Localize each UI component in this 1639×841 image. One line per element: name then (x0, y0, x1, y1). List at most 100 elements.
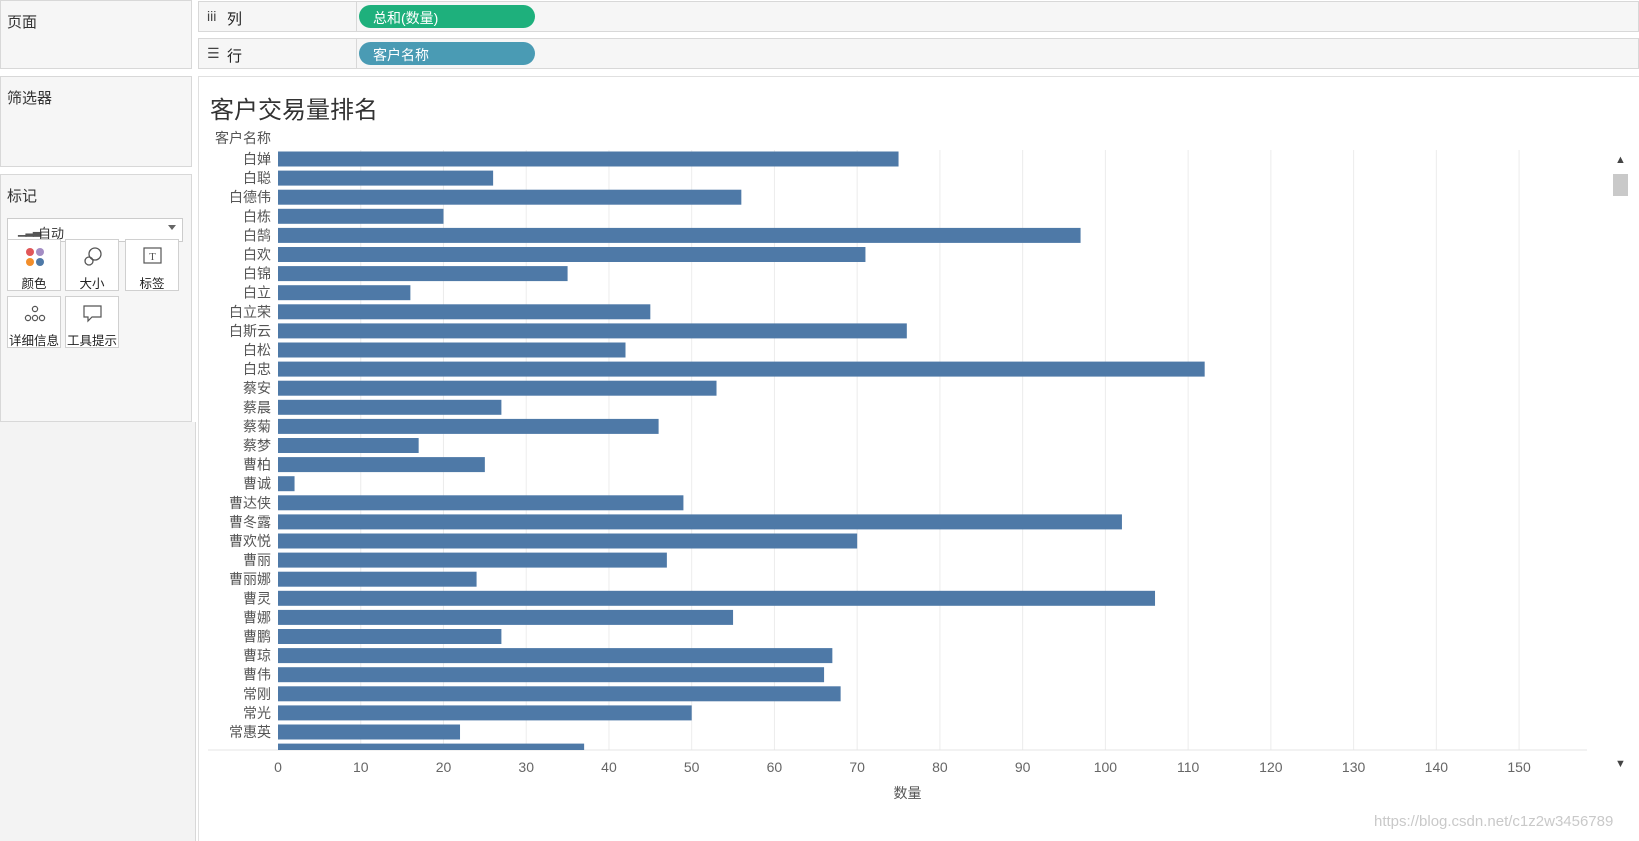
x-tick-label: 70 (849, 759, 865, 775)
pages-card[interactable]: 页面 (0, 0, 192, 69)
bar (278, 743, 585, 750)
tooltip-icon (83, 305, 102, 323)
bar (278, 418, 659, 434)
x-tick-label: 150 (1507, 759, 1531, 775)
bar (278, 609, 734, 625)
x-tick-label: 120 (1259, 759, 1283, 775)
scroll-down-icon[interactable]: ▼ (1615, 758, 1626, 770)
bar (278, 571, 477, 587)
rows-shelf-label: 行 (227, 48, 243, 65)
bar (278, 208, 444, 224)
bar (278, 151, 899, 167)
bar (278, 227, 1081, 243)
bar (278, 648, 833, 664)
x-axis-title: 数量 (894, 785, 922, 801)
left-pane-empty (0, 422, 196, 841)
bar (278, 247, 866, 262)
category-label: 蔡梦 (243, 439, 271, 455)
mark-type-dropdown[interactable]: ▁▂▃ 自动 (7, 218, 183, 242)
rows-icon: ☰ (207, 45, 220, 61)
watermark: https://blog.csdn.net/c1z2w3456789 (1374, 813, 1614, 830)
category-label: 白立荣 (229, 305, 271, 321)
category-label: 常惠英 (229, 724, 271, 741)
category-header: 客户名称 (215, 130, 271, 147)
category-label: 白德伟 (229, 190, 271, 206)
bar (278, 705, 692, 721)
category-label: 曹柏 (243, 458, 271, 474)
category-label: 白斯云 (229, 324, 271, 340)
category-label: 白松 (243, 343, 271, 359)
category-label: 曹达侠 (229, 496, 271, 512)
x-tick-label: 0 (274, 759, 282, 775)
label-button-label: 标签 (139, 277, 165, 291)
x-tick-label: 110 (1177, 759, 1200, 775)
bar (278, 285, 411, 301)
marks-card: 标记 ▁▂▃ 自动 颜色 大小 T 标签 详细信息 (0, 174, 192, 422)
bar (278, 495, 684, 511)
tooltip-button[interactable]: 工具提示 (65, 296, 119, 348)
category-label: 曹冬露 (229, 515, 271, 531)
chart-title: 客户交易量排名 (210, 98, 378, 124)
bar (278, 552, 667, 568)
category-label: 蔡菊 (243, 419, 271, 435)
category-label: 白立 (243, 286, 271, 302)
columns-shelf[interactable]: iii 列 总和(数量) (198, 1, 1639, 32)
color-icon (26, 248, 44, 266)
x-tick-label: 30 (518, 759, 534, 775)
category-label: 曹丽 (243, 553, 271, 569)
category-label: 白婵 (243, 152, 271, 168)
x-tick-label: 50 (684, 759, 700, 775)
category-label: 白鹄 (243, 227, 271, 244)
size-button-label: 大小 (79, 277, 105, 291)
chevron-down-icon (168, 225, 176, 230)
category-label: 白忠 (243, 362, 271, 378)
size-icon (84, 247, 102, 266)
bar (278, 361, 1205, 377)
color-button[interactable]: 颜色 (7, 239, 61, 291)
rows-pill[interactable]: 客户名称 (359, 42, 535, 65)
mark-type-value: 自动 (38, 226, 65, 241)
rows-shelf[interactable]: ☰ 行 客户名称 (198, 38, 1639, 69)
category-label: 曹鹏 (243, 630, 271, 646)
label-button[interactable]: T 标签 (125, 239, 179, 291)
bar-chart-icon: ▁▂▃ (18, 225, 41, 237)
category-label: 蔡安 (243, 381, 271, 397)
svg-text:T: T (149, 251, 156, 263)
detail-button-label: 详细信息 (8, 334, 59, 348)
x-tick-label: 40 (601, 759, 617, 775)
bar (278, 476, 295, 492)
x-tick-label: 140 (1425, 759, 1449, 775)
scroll-up-icon[interactable]: ▲ (1615, 154, 1626, 166)
detail-button[interactable]: 详细信息 (7, 296, 61, 348)
columns-icon: iii (207, 8, 217, 24)
bar (278, 686, 841, 702)
category-label: 曹伟 (243, 668, 271, 684)
size-button[interactable]: 大小 (65, 239, 119, 291)
bar-chart: 客户名称白婵白聪白德伟白栋白鹄白欢白锦白立白立荣白斯云白松白忠蔡安蔡晨蔡菊蔡梦曹… (208, 130, 1587, 801)
category-label: 常光 (243, 706, 271, 722)
bar (278, 266, 568, 282)
category-label: 曹灵 (243, 591, 271, 607)
detail-icon (24, 305, 46, 322)
filters-card[interactable]: 筛选器 (0, 76, 192, 167)
bar (278, 189, 742, 205)
x-tick-label: 130 (1342, 759, 1366, 775)
scrollbar-thumb[interactable] (1613, 174, 1628, 196)
bar (278, 170, 494, 186)
shelf-divider (356, 39, 357, 68)
bar (278, 667, 825, 683)
bar (278, 304, 651, 320)
category-label: 蔡晨 (243, 400, 271, 416)
category-label: 曹琼 (243, 649, 271, 665)
bar (278, 514, 1122, 530)
columns-pill[interactable]: 总和(数量) (359, 5, 535, 28)
bar (278, 399, 502, 415)
bar (278, 342, 626, 358)
x-tick-label: 80 (932, 759, 948, 775)
bar (278, 457, 485, 473)
vertical-scrollbar[interactable]: ▲ ▼ (1612, 154, 1629, 774)
category-label: 白欢 (243, 248, 271, 264)
bar (278, 533, 858, 549)
category-label: 曹欢悦 (229, 534, 271, 550)
x-tick-label: 60 (767, 759, 783, 775)
